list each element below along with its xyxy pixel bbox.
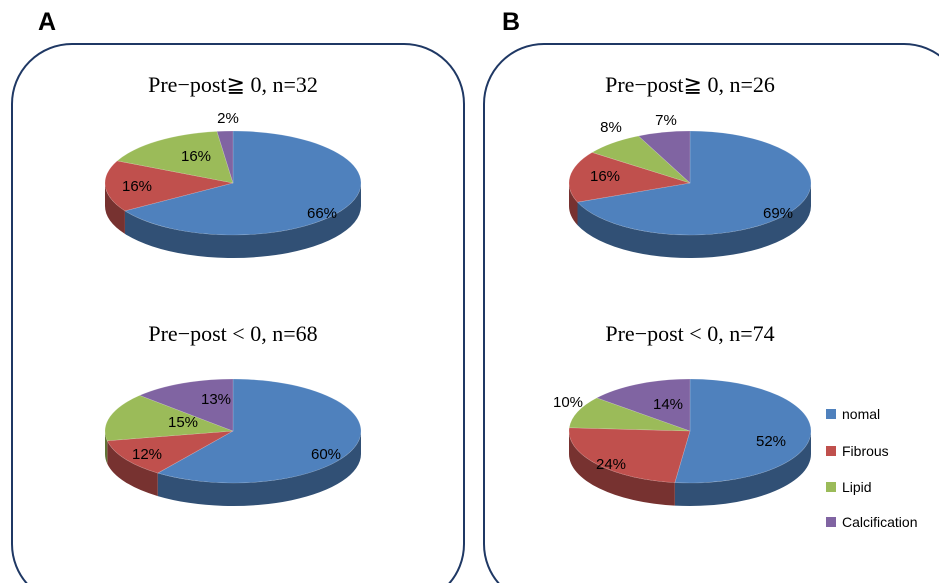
pie-data-label-fibrous: 16% <box>122 178 152 195</box>
pie-slice-fibrous <box>104 160 234 212</box>
pie-data-label-lipid: 8% <box>600 119 622 136</box>
pie-side-fibrous <box>569 431 675 506</box>
pie-data-label-nomal: 66% <box>307 205 337 222</box>
legend-swatch-nomal <box>826 409 836 419</box>
pie-slice-nomal <box>124 130 362 236</box>
panel-b: B <box>483 8 939 583</box>
pie-data-label-fibrous: 12% <box>132 446 162 463</box>
legend-label-fibrous: Fibrous <box>842 443 889 459</box>
panel-a: A <box>11 8 465 583</box>
pie-slice-calcification <box>637 130 691 184</box>
pie-side-nomal <box>157 431 361 506</box>
pie-side-lipid <box>105 431 108 464</box>
pie-slice-fibrous <box>106 430 234 474</box>
pie-data-label-calcification: 2% <box>217 110 239 127</box>
legend-swatch-lipid <box>826 482 836 492</box>
legend: nomal Fibrous Lipid Calcification <box>826 406 917 530</box>
pie-data-label-lipid: 16% <box>181 148 211 165</box>
pie-slice-lipid <box>568 397 691 432</box>
pie-side-fibrous <box>105 183 125 234</box>
legend-swatch-fibrous <box>826 446 836 456</box>
pie-data-label-calcification: 13% <box>201 391 231 408</box>
pie-side-fibrous <box>107 440 158 497</box>
pie-side-nomal <box>577 183 811 258</box>
pie-slice-lipid <box>104 395 234 442</box>
pie-slice-nomal <box>576 130 812 236</box>
legend-swatch-calcification <box>826 517 836 527</box>
chart-title-b-top: Pre−post≧ 0, n=26 <box>605 72 775 97</box>
chart-title-a-bottom: Pre−post < 0, n=68 <box>148 321 317 346</box>
pie-slice-lipid <box>591 135 691 184</box>
pie-data-label-fibrous: 16% <box>590 168 620 185</box>
chart-title-b-bottom: Pre−post < 0, n=74 <box>605 321 774 346</box>
pie-chart-a-bottom: 60% 12% 15%13% <box>104 378 362 506</box>
panel-b-frame <box>483 43 939 583</box>
pie-data-label-calcification: 7% <box>655 112 677 129</box>
panel-a-letter: A <box>38 8 56 36</box>
pie-slice-fibrous <box>568 152 691 203</box>
pie-data-label-calcification: 14% <box>653 396 683 413</box>
pie-data-label-nomal: 52% <box>756 433 786 450</box>
pie-data-label-lipid: 15% <box>168 414 198 431</box>
pie-data-label-lipid: 10% <box>553 394 583 411</box>
pie-slice-calcification <box>596 378 691 432</box>
pie-chart-b-top: 69% 16% 8% 7% <box>568 112 812 258</box>
panel-a-frame <box>11 43 465 583</box>
pie-data-label-nomal: 60% <box>311 446 341 463</box>
legend-label-nomal: nomal <box>842 406 880 422</box>
pie-slice-nomal <box>674 378 812 484</box>
pie-slice-lipid <box>116 131 234 184</box>
pie-side-fibrous <box>569 183 578 226</box>
pie-chart-b-bottom: 52% 24% 10% 14% <box>553 378 812 506</box>
pie-slice-fibrous <box>568 427 691 483</box>
pie-slice-calcification <box>216 130 234 184</box>
pie-side-nomal <box>674 431 811 506</box>
legend-label-lipid: Lipid <box>842 479 872 495</box>
panel-b-letter: B <box>502 8 520 36</box>
legend-label-calcification: Calcification <box>842 514 917 530</box>
pie-slice-nomal <box>156 378 362 484</box>
pie-side-nomal <box>124 183 361 258</box>
pie-slice-calcification <box>138 378 234 432</box>
pie-chart-a-top: 66% 16% 16% 2% <box>104 110 362 258</box>
chart-title-a-top: Pre−post≧ 0, n=32 <box>148 72 318 97</box>
pie-data-label-fibrous: 24% <box>596 456 626 473</box>
pie-data-label-nomal: 69% <box>763 205 793 222</box>
